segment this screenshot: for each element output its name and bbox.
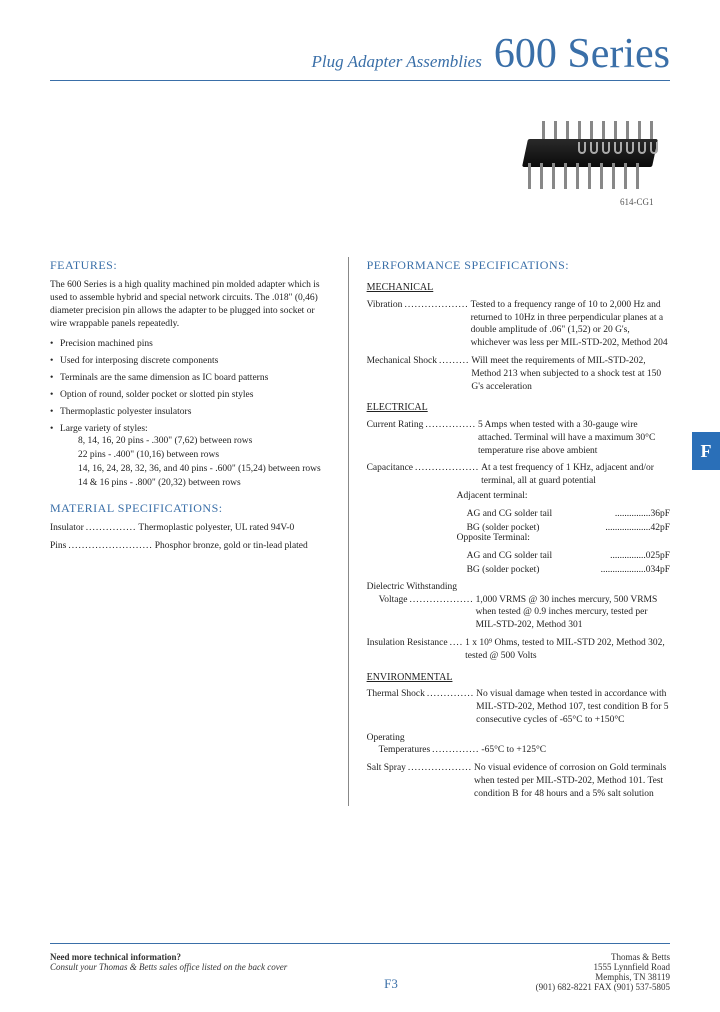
bullet-item: Large variety of styles: 8, 14, 16, 20 p… <box>50 423 330 490</box>
bullet-item: Option of round, solder pocket or slotte… <box>50 389 330 402</box>
features-intro: The 600 Series is a high quality machine… <box>50 279 330 330</box>
cap-row: BG (solder pocket) .................. .0… <box>367 564 670 577</box>
materials-title: MATERIAL SPECIFICATIONS: <box>50 500 330 516</box>
product-image-area: 614-CG1 <box>50 111 670 207</box>
spec-row: Insulation Resistance .... 1 x 10⁹ Ohms,… <box>367 637 670 663</box>
styles-sublist: 8, 14, 16, 20 pins - .300" (7,62) betwee… <box>60 435 330 489</box>
footer-right: Thomas & Betts 1555 Lynnfield Road Memph… <box>484 952 670 992</box>
spec-row: Temperatures .............. -65°C to +12… <box>367 744 670 757</box>
bullet-item: Precision machined pins <box>50 338 330 351</box>
header-subtitle: Plug Adapter Assemblies <box>312 52 482 72</box>
dielectric-heading: Dielectric Withstanding <box>367 581 670 594</box>
cap-row: AG and CG solder tail .............. .02… <box>367 550 670 563</box>
side-tab: F <box>692 432 720 470</box>
spec-row: Vibration ................... Tested to … <box>367 299 670 350</box>
spec-row: Mechanical Shock ......... Will meet the… <box>367 355 670 393</box>
cap-adjacent-head: Adjacent terminal: <box>367 490 670 503</box>
content-columns: FEATURES: The 600 Series is a high quali… <box>50 257 670 806</box>
operating-heading: Operating <box>367 732 670 745</box>
sublist-item: 8, 14, 16, 20 pins - .300" (7,62) betwee… <box>78 435 330 448</box>
mechanical-heading: MECHANICAL <box>367 281 670 295</box>
product-image <box>510 111 670 191</box>
spec-row: Capacitance ................... At a tes… <box>367 462 670 488</box>
left-column: FEATURES: The 600 Series is a high quali… <box>50 257 348 806</box>
bullet-item: Used for interposing discrete components <box>50 355 330 368</box>
environmental-heading: ENVIRONMENTAL <box>367 671 670 685</box>
company-addr2: Memphis, TN 38119 <box>484 972 670 982</box>
footer-left: Need more technical information? Consult… <box>50 952 298 992</box>
spec-row: Salt Spray ................... No visual… <box>367 762 670 800</box>
footer-consult: Consult your Thomas & Betts sales office… <box>50 962 298 972</box>
company-addr1: 1555 Lynnfield Road <box>484 962 670 972</box>
page-number: F3 <box>384 976 398 992</box>
performance-title: PERFORMANCE SPECIFICATIONS: <box>367 257 670 273</box>
spec-row: Thermal Shock .............. No visual d… <box>367 688 670 726</box>
sublist-item: 22 pins - .400" (10,16) between rows <box>78 449 330 462</box>
sublist-item: 14, 16, 24, 28, 32, 36, and 40 pins - .6… <box>78 463 330 476</box>
header-title: 600 Series <box>494 30 670 78</box>
sublist-item: 14 & 16 pins - .800" (20,32) between row… <box>78 477 330 490</box>
product-caption: 614-CG1 <box>620 197 670 207</box>
material-row: Pins ......................... Phosphor … <box>50 540 330 553</box>
bullet-item: Thermoplastic polyester insulators <box>50 406 330 419</box>
right-column: PERFORMANCE SPECIFICATIONS: MECHANICAL V… <box>348 257 670 806</box>
company-phone: (901) 682-8221 FAX (901) 537-5805 <box>484 982 670 992</box>
company-name: Thomas & Betts <box>484 952 670 962</box>
footer-need-info: Need more technical information? <box>50 952 298 962</box>
page-footer: Need more technical information? Consult… <box>50 943 670 992</box>
page-header: Plug Adapter Assemblies 600 Series <box>50 30 670 81</box>
features-bullets: Precision machined pins Used for interpo… <box>50 338 330 489</box>
spec-row: Voltage ................... 1,000 VRMS @… <box>367 594 670 632</box>
material-row: Insulator ............... Thermoplastic … <box>50 522 330 535</box>
spec-row: Current Rating ............... 5 Amps wh… <box>367 419 670 457</box>
electrical-heading: ELECTRICAL <box>367 401 670 415</box>
features-title: FEATURES: <box>50 257 330 273</box>
bullet-item: Terminals are the same dimension as IC b… <box>50 372 330 385</box>
cap-row: AG and CG solder tail .............. .36… <box>367 508 670 521</box>
